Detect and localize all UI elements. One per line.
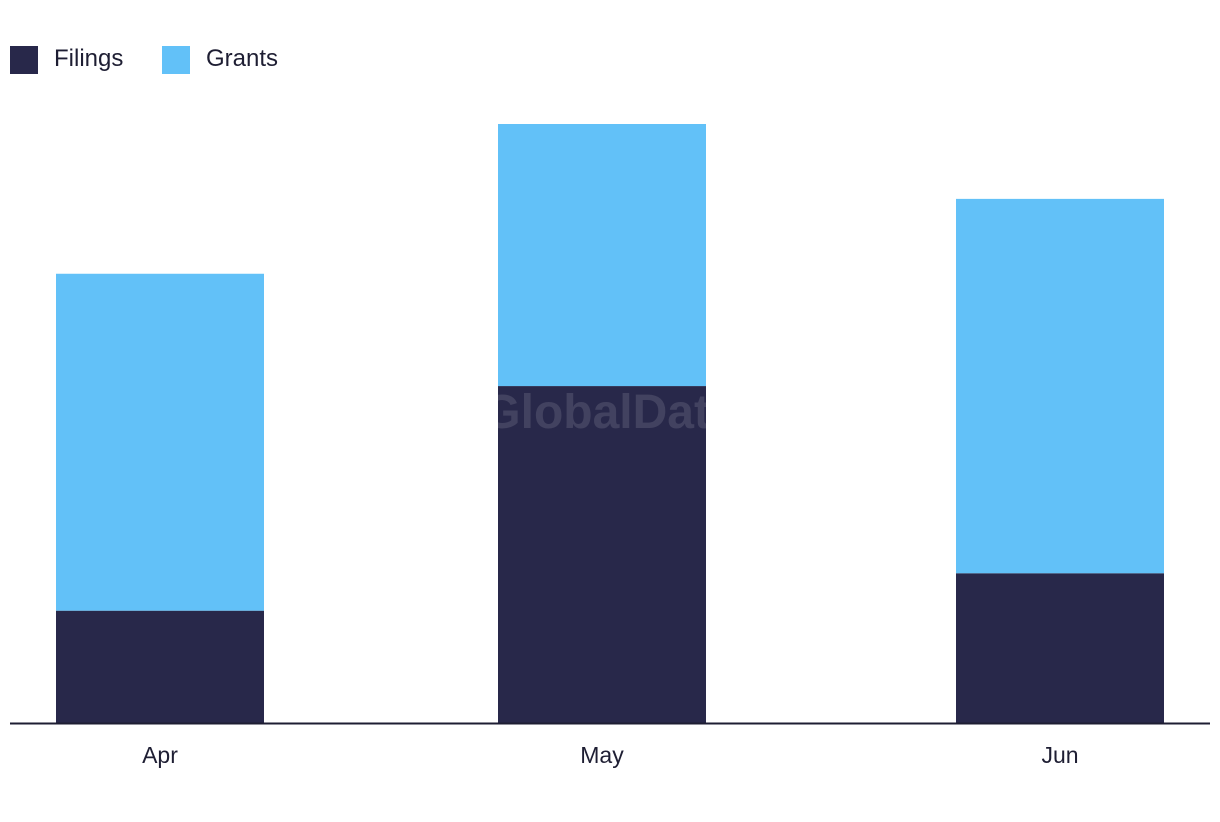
bar-grants-may	[498, 124, 706, 387]
legend-swatch-filings	[10, 46, 38, 74]
bar-filings-apr	[56, 610, 264, 723]
x-axis-ticks: Apr May Jun	[142, 742, 1078, 768]
legend: Filings Grants	[10, 45, 278, 74]
watermark-logo: GlobalData	[483, 386, 737, 439]
bar-filings-may	[498, 386, 706, 723]
x-tick-label-may: May	[580, 742, 624, 768]
legend-label-grants: Grants	[206, 45, 278, 72]
legend-swatch-grants	[162, 46, 190, 74]
bar-grants-apr	[56, 273, 264, 611]
legend-label-filings: Filings	[54, 45, 123, 72]
bar-filings-jun	[956, 573, 1164, 723]
bar-grants-jun	[956, 198, 1164, 574]
bars	[56, 124, 1164, 723]
x-tick-label-apr: Apr	[142, 742, 178, 768]
x-tick-label-jun: Jun	[1041, 742, 1078, 768]
